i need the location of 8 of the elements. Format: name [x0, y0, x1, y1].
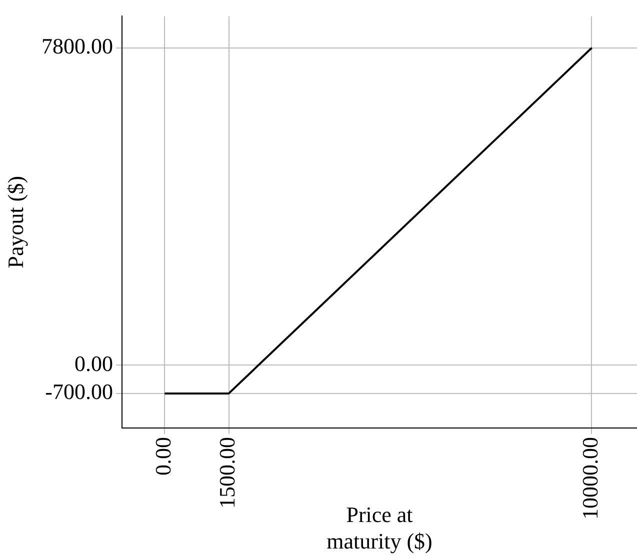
y-tick-label: 0.00 [74, 350, 113, 376]
x-tick-label: 1500.00 [214, 437, 240, 508]
x-axis-title: Price at maturity ($) [326, 502, 432, 554]
y-tick-label: -700.00 [45, 379, 113, 404]
y-axis-title: Payout ($) [2, 176, 28, 268]
x-tick-label: 10000.00 [578, 437, 603, 520]
y-tick-label: 7800.00 [42, 34, 113, 59]
x-tick-label: 0.00 [150, 437, 176, 476]
